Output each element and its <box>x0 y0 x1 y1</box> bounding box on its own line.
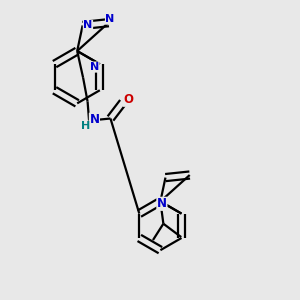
Text: N: N <box>106 14 115 24</box>
Text: O: O <box>123 93 133 106</box>
Text: N: N <box>90 62 99 72</box>
Text: H: H <box>81 121 90 131</box>
Text: N: N <box>157 197 167 210</box>
Text: N: N <box>83 20 93 30</box>
Text: N: N <box>89 113 99 126</box>
